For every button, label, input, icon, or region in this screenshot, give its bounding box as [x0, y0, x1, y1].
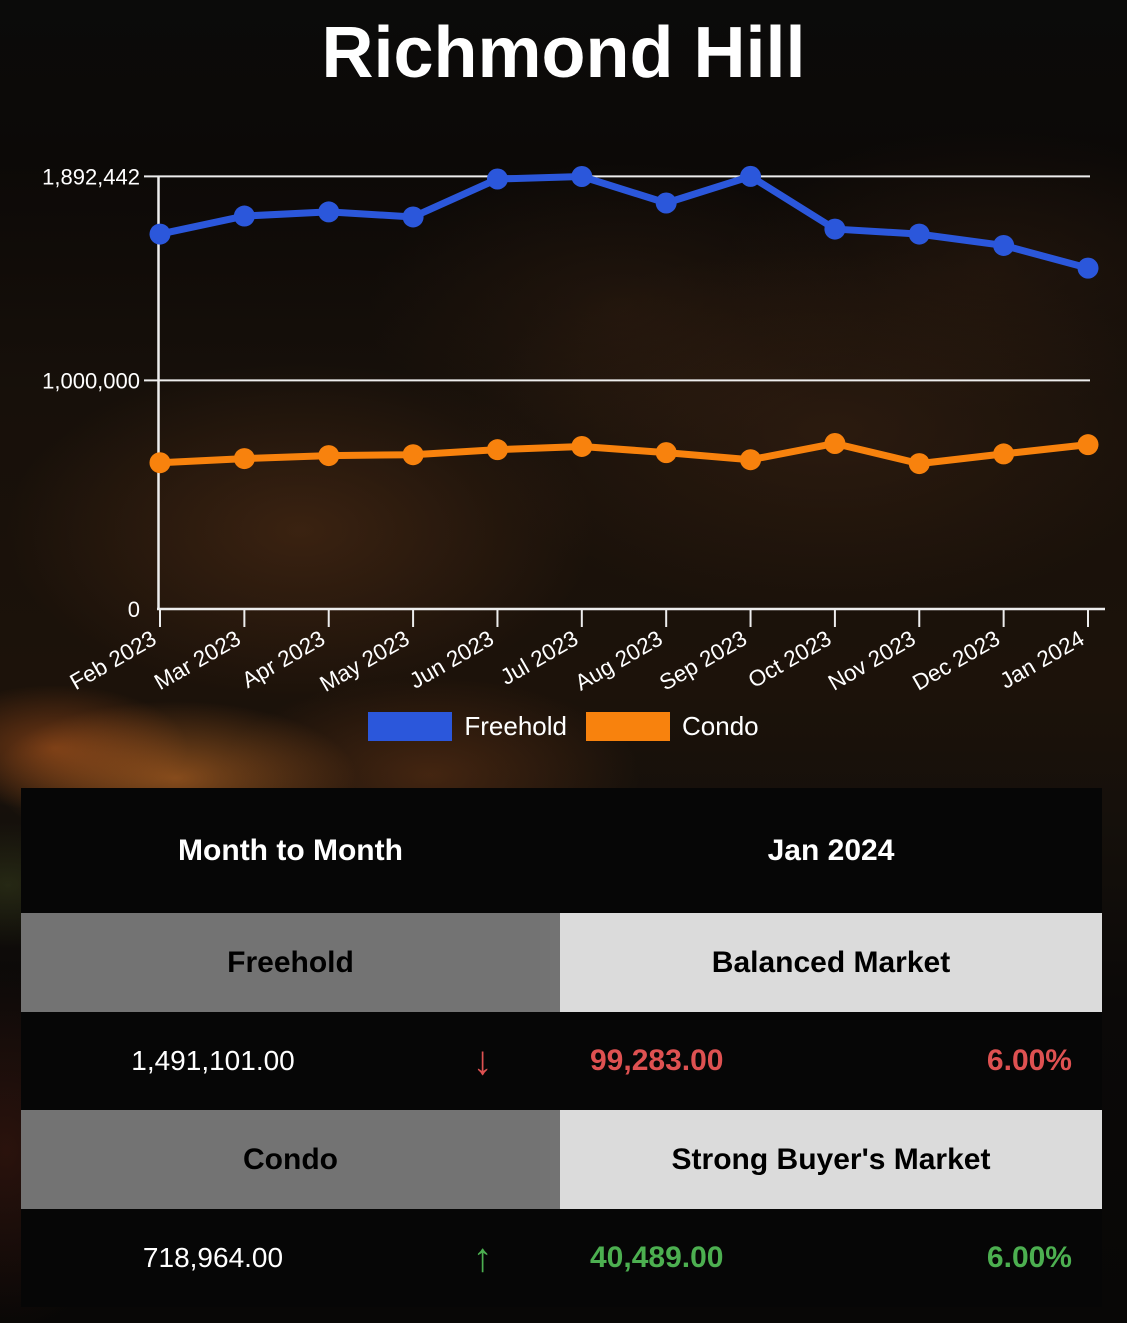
condo-market-status: Strong Buyer's Market — [560, 1110, 1102, 1209]
condo-change-amount: 40,489.00 — [590, 1241, 724, 1274]
freehold-label: Freehold — [21, 913, 560, 1012]
svg-text:Aug 2023: Aug 2023 — [571, 626, 667, 696]
svg-text:Dec 2023: Dec 2023 — [908, 626, 1004, 696]
down-arrow-icon: ↓ — [472, 1039, 493, 1083]
svg-text:1,892,442: 1,892,442 — [42, 164, 140, 189]
up-arrow-icon: ↑ — [472, 1236, 493, 1280]
freehold-change-percent: 6.00% — [986, 1044, 1072, 1077]
legend-label-freehold: Freehold — [464, 711, 567, 741]
condo-swatch-icon — [586, 712, 670, 741]
svg-text:0: 0 — [128, 597, 140, 622]
freehold-change-cell: 99,283.00 6.00% — [560, 1012, 1102, 1110]
freehold-value-row: 1,491,101.00 ↓ 99,283.00 6.00% — [21, 1012, 1102, 1110]
freehold-swatch-icon — [368, 712, 453, 741]
legend-label-condo: Condo — [682, 711, 759, 741]
svg-text:Mar 2023: Mar 2023 — [150, 626, 245, 695]
legend-entry-condo: Condo — [586, 711, 759, 742]
condo-value-row: 718,964.00 ↑ 40,489.00 6.00% — [21, 1209, 1102, 1307]
header-current-month: Jan 2024 — [767, 833, 895, 867]
summary-table: Month to Month Jan 2024 Freehold Balance… — [21, 788, 1102, 1307]
svg-text:Jun 2023: Jun 2023 — [405, 626, 498, 694]
condo-price: 718,964.00 — [142, 1242, 284, 1273]
svg-text:1,000,000: 1,000,000 — [42, 368, 140, 393]
freehold-price: 1,491,101.00 — [131, 1045, 295, 1076]
freehold-market-status: Balanced Market — [560, 913, 1102, 1012]
table-header-row: Month to Month Jan 2024 — [21, 788, 1102, 913]
header-month-to-month: Month to Month — [178, 833, 403, 867]
svg-text:Feb 2023: Feb 2023 — [66, 626, 161, 695]
price-line-chart: 1,892,442 1,000,000 0 Feb 2023 Mar 2023 Apr 2… — [0, 140, 1127, 725]
svg-text:Nov 2023: Nov 2023 — [824, 626, 920, 696]
condo-change-cell: 40,489.00 6.00% — [560, 1209, 1102, 1307]
chart-legend: Freehold Condo — [0, 711, 1127, 742]
svg-text:Jul 2023: Jul 2023 — [496, 626, 582, 690]
page-title: Richmond Hill — [321, 13, 806, 93]
svg-text:Apr 2023: Apr 2023 — [238, 626, 330, 693]
condo-change-percent: 6.00% — [986, 1241, 1072, 1274]
svg-text:Jan 2024: Jan 2024 — [996, 626, 1089, 694]
svg-text:May 2023: May 2023 — [316, 626, 414, 697]
freehold-value-cell: 1,491,101.00 ↓ — [21, 1012, 560, 1110]
condo-label-row: Condo Strong Buyer's Market — [21, 1110, 1102, 1209]
legend-entry-freehold: Freehold — [368, 711, 567, 742]
freehold-change-amount: 99,283.00 — [590, 1044, 724, 1077]
condo-value-cell: 718,964.00 ↑ — [21, 1209, 560, 1307]
svg-text:Oct 2023: Oct 2023 — [744, 626, 836, 693]
condo-label: Condo — [21, 1110, 560, 1209]
freehold-label-row: Freehold Balanced Market — [21, 913, 1102, 1012]
svg-text:Sep 2023: Sep 2023 — [655, 626, 751, 696]
